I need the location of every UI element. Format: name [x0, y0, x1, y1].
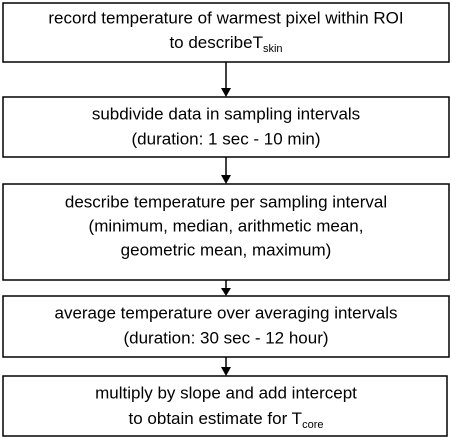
step-text: (minimum, median, arithmetic mean, [89, 216, 364, 235]
step-text: to describeTskin [169, 33, 282, 54]
step-text: (duration: 1 sec - 10 min) [132, 129, 321, 148]
step-text: to obtain estimate for Tcore [129, 409, 324, 430]
arrowhead [221, 175, 231, 184]
arrowhead [221, 88, 231, 97]
step-box [2, 183, 450, 281]
step-text: multiply by slope and add intercept [95, 383, 357, 402]
step-box [2, 96, 450, 158]
subscript: core [302, 419, 323, 431]
step-text: average temperature over averaging inter… [54, 303, 397, 322]
step-text: (duration: 30 sec - 12 hour) [123, 328, 328, 347]
step-text: describe temperature per sampling interv… [65, 192, 387, 211]
step-text: geometric mean, maximum) [121, 240, 332, 259]
step-box [2, 295, 450, 358]
step-box [2, 375, 448, 437]
step-text: record temperature of warmest pixel with… [48, 8, 403, 27]
step-text: to obtain estimate for T [129, 409, 303, 428]
step-text: subdivide data in sampling intervals [92, 104, 360, 123]
step-box [2, 2, 450, 63]
subscript: skin [263, 43, 283, 55]
arrowhead [221, 288, 231, 296]
arrowhead [221, 367, 231, 376]
step-text: to describeT [169, 33, 263, 52]
